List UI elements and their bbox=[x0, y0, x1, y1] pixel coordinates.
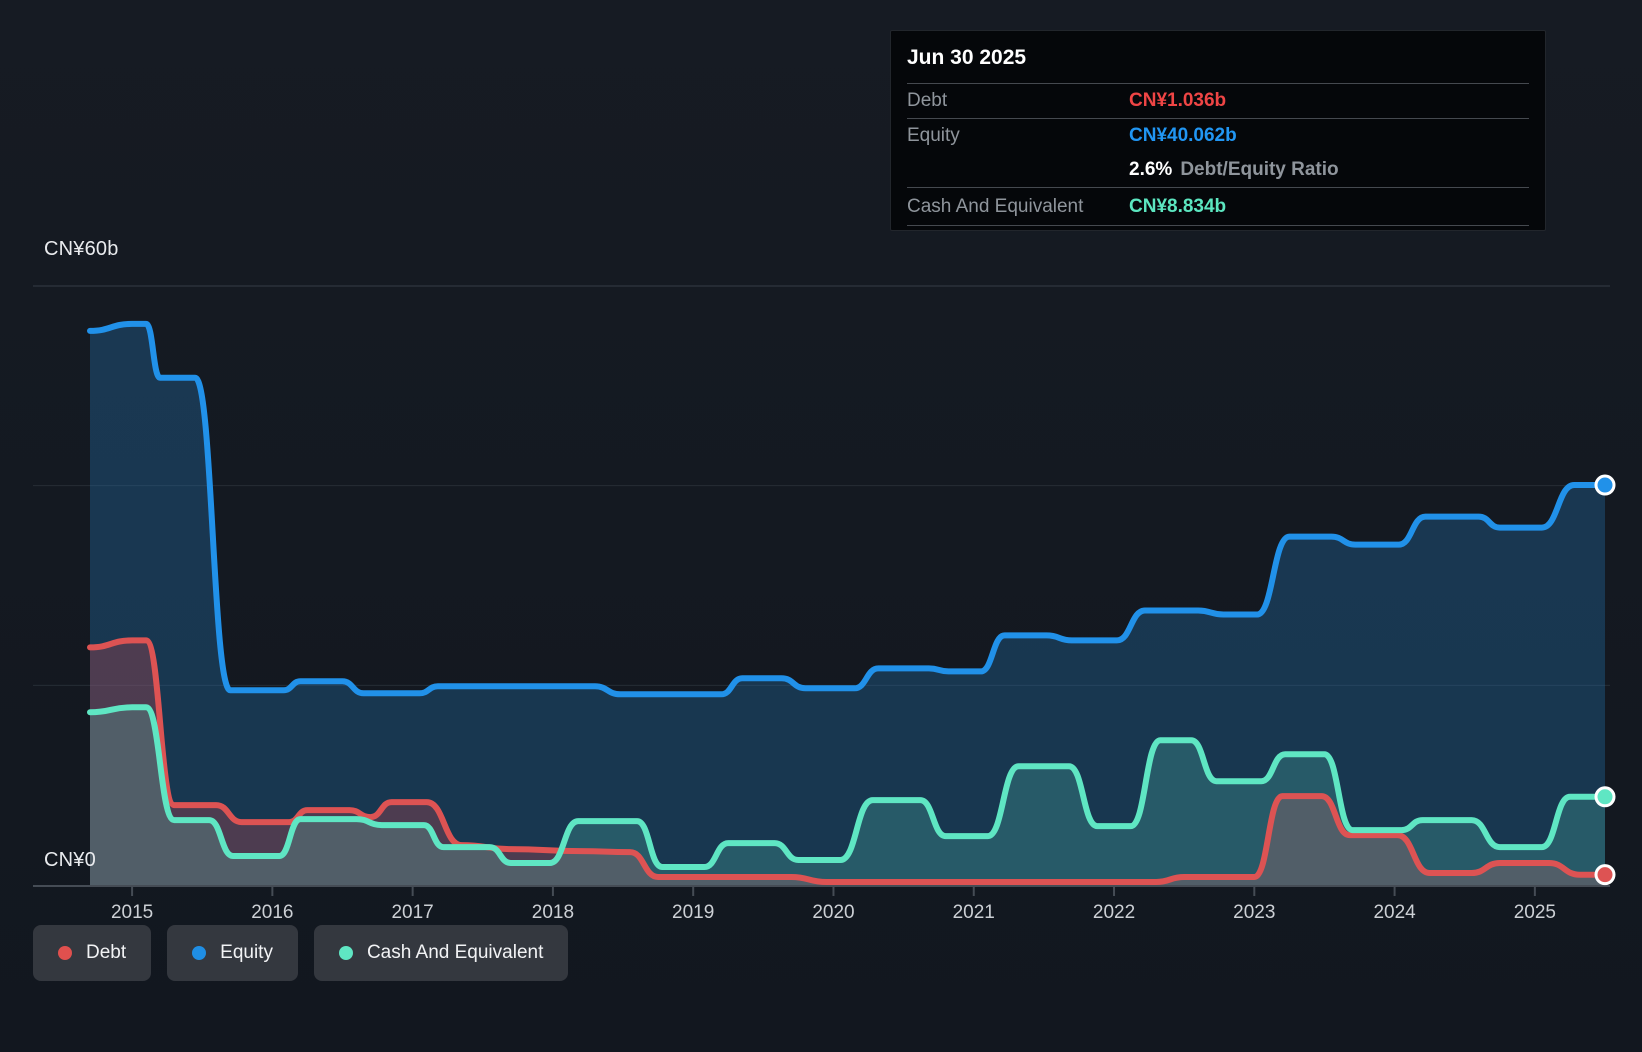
legend-dot-debt-icon bbox=[58, 946, 72, 960]
tooltip-ratio-value: 2.6% bbox=[1129, 159, 1173, 180]
tooltip-cash-value: CN¥8.834b bbox=[1129, 195, 1227, 217]
svg-text:2020: 2020 bbox=[812, 902, 854, 923]
y-axis-label-max: CN¥60b bbox=[44, 238, 119, 260]
tooltip-equity-value: CN¥40.062b bbox=[1129, 125, 1237, 146]
legend-label-equity: Equity bbox=[220, 942, 273, 963]
svg-text:2024: 2024 bbox=[1373, 902, 1416, 923]
tooltip-row-cash: Cash And Equivalent CN¥8.834b bbox=[907, 187, 1529, 226]
y-axis-label-zero: CN¥0 bbox=[44, 849, 96, 871]
tooltip-row-ratio: 2.6% Debt/Equity Ratio bbox=[907, 153, 1529, 187]
legend-dot-cash-icon bbox=[338, 946, 353, 960]
tooltip-ratio-label: Debt/Equity Ratio bbox=[1180, 159, 1339, 180]
tooltip-debt-value: CN¥1.036b bbox=[1129, 90, 1227, 111]
legend-item-debt[interactable]: Debt bbox=[33, 925, 152, 981]
legend-dot-equity-icon bbox=[192, 946, 207, 960]
svg-text:2025: 2025 bbox=[1514, 902, 1556, 923]
svg-text:2015: 2015 bbox=[111, 902, 153, 923]
legend-item-cash[interactable]: Cash And Equivalent bbox=[313, 925, 569, 981]
svg-text:2023: 2023 bbox=[1233, 902, 1275, 923]
legend-item-equity[interactable]: Equity bbox=[167, 925, 298, 981]
svg-text:2022: 2022 bbox=[1093, 902, 1135, 923]
chart-tooltip: Jun 30 2025 Debt CN¥1.036b Equity CN¥40.… bbox=[890, 30, 1546, 231]
tooltip-cash-label: Cash And Equivalent bbox=[907, 195, 1084, 217]
tooltip-row-equity: Equity CN¥40.062b bbox=[907, 118, 1529, 153]
svg-text:2021: 2021 bbox=[953, 902, 995, 923]
tooltip-row-debt: Debt CN¥1.036b bbox=[907, 83, 1529, 118]
svg-text:2017: 2017 bbox=[391, 902, 433, 923]
svg-text:2016: 2016 bbox=[251, 902, 293, 923]
svg-text:2018: 2018 bbox=[532, 902, 574, 923]
tooltip-equity-label: Equity bbox=[907, 125, 960, 146]
svg-text:2019: 2019 bbox=[672, 902, 714, 923]
chart-legend: Debt Equity Cash And Equivalent bbox=[33, 925, 569, 981]
legend-label-debt: Debt bbox=[86, 942, 127, 963]
tooltip-date: Jun 30 2025 bbox=[907, 46, 1027, 69]
tooltip-debt-label: Debt bbox=[907, 90, 948, 111]
legend-label-cash: Cash And Equivalent bbox=[366, 942, 544, 963]
